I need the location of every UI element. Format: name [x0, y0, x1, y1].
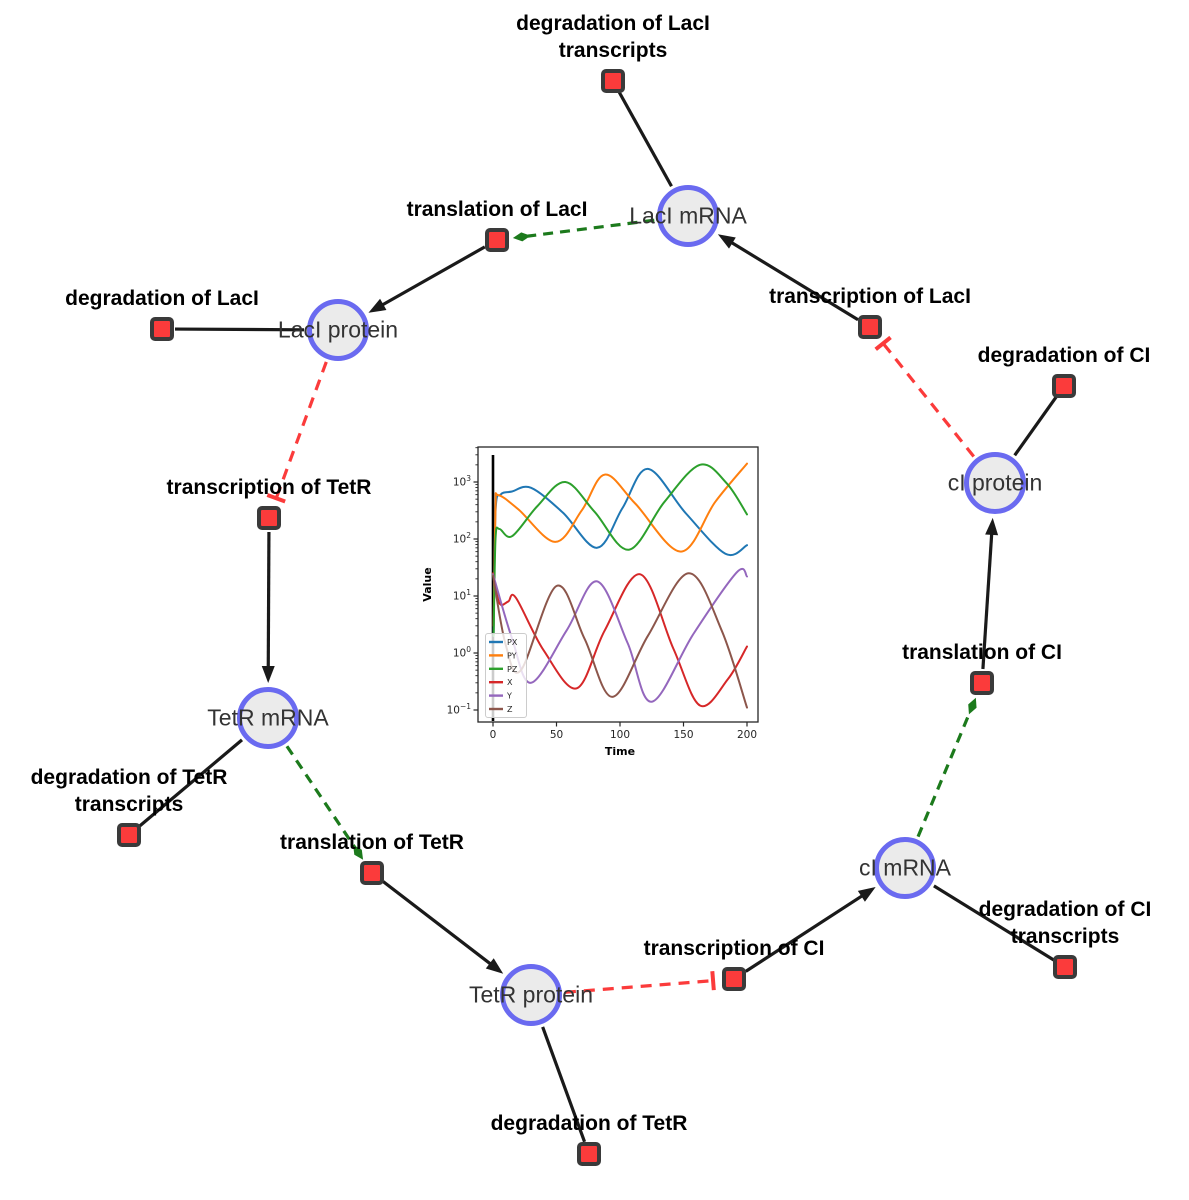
- reaction-node-translation-tetr[interactable]: [360, 861, 384, 885]
- edge-translation-laci-to-laci-protein: [368, 245, 486, 313]
- edge-laci-protein-to-deg-laci: [174, 327, 305, 332]
- y-tick-label: 100: [453, 645, 471, 660]
- x-tick-label: 0: [490, 729, 497, 741]
- reaction-node-deg-tetr[interactable]: [577, 1142, 601, 1166]
- edge-ci-protein-to-deg-ci: [1013, 395, 1058, 457]
- x-tick-label: 200: [737, 729, 757, 741]
- legend-label-PZ: PZ: [507, 665, 518, 674]
- edge-transcription-laci-to-laci-mrna: [717, 234, 859, 322]
- reaction-node-deg-laci-transcripts[interactable]: [601, 69, 625, 93]
- reaction-node-deg-laci[interactable]: [150, 317, 174, 341]
- edge-tetr-mrna-to-translation-tetr: [285, 745, 364, 860]
- legend-label-PX: PX: [507, 638, 518, 647]
- edge-tetr-mrna-to-deg-tetr-transcripts: [137, 738, 244, 828]
- legend-box: [485, 633, 527, 718]
- reaction-node-transcription-ci[interactable]: [722, 967, 746, 991]
- species-node-tetr-mrna[interactable]: [237, 687, 299, 749]
- y-tick-label: 102: [453, 531, 471, 546]
- edge-ci-protein-to-transcription-laci: [874, 335, 975, 458]
- edge-ci-mrna-to-translation-ci: [916, 697, 977, 838]
- y-tick-label: 10−1: [447, 702, 472, 717]
- series-line-PZ: [492, 463, 748, 637]
- edge-translation-ci-to-ci-protein: [981, 517, 999, 670]
- edge-transcription-tetr-to-tetr-mrna: [261, 531, 275, 684]
- edge-ci-mrna-to-deg-ci-transcripts: [933, 884, 1055, 962]
- edge-transcription-ci-to-ci-mrna: [744, 887, 876, 973]
- x-tick-label: 150: [673, 729, 693, 741]
- y-tick-label: 101: [453, 588, 471, 603]
- edge-tetr-protein-to-deg-tetr: [541, 1026, 587, 1143]
- reaction-node-translation-laci[interactable]: [485, 228, 509, 252]
- edge-translation-tetr-to-tetr-protein: [382, 880, 504, 974]
- chart-legend: PX PY PZ XYZ: [485, 633, 527, 718]
- legend-label-X: X: [507, 678, 513, 687]
- x-axis-label: Time: [605, 745, 635, 758]
- reaction-node-transcription-tetr[interactable]: [257, 506, 281, 530]
- chart-axes-frame: [477, 446, 759, 723]
- species-node-tetr-protein[interactable]: [500, 964, 562, 1026]
- legend-label-Z: Z: [507, 705, 513, 714]
- series-line-PY: [492, 462, 748, 627]
- series-line-Z: [492, 572, 748, 709]
- reaction-node-transcription-laci[interactable]: [858, 315, 882, 339]
- species-node-laci-mrna[interactable]: [657, 185, 719, 247]
- y-tick-label: 103: [453, 474, 471, 489]
- reaction-node-deg-tetr-transcripts[interactable]: [117, 823, 141, 847]
- reaction-node-deg-ci[interactable]: [1052, 374, 1076, 398]
- species-node-ci-protein[interactable]: [964, 452, 1026, 514]
- species-node-laci-protein[interactable]: [307, 299, 369, 361]
- species-node-ci-mrna[interactable]: [874, 837, 936, 899]
- y-axis-label: Value: [421, 567, 434, 601]
- series-line-Y: [492, 567, 748, 703]
- edge-laci-mrna-to-deg-laci-transcripts: [617, 91, 673, 188]
- series-line-X: [492, 572, 748, 708]
- edge-laci-mrna-to-translation-laci: [512, 218, 655, 242]
- reaction-node-translation-ci[interactable]: [970, 671, 994, 695]
- x-tick-label: 100: [610, 729, 630, 741]
- reaction-node-deg-ci-transcripts[interactable]: [1053, 955, 1077, 979]
- x-tick-label: 50: [550, 729, 563, 741]
- legend-label-Y: Y: [506, 692, 512, 701]
- edge-laci-protein-to-transcription-tetr: [266, 361, 328, 504]
- edge-tetr-protein-to-transcription-ci: [564, 971, 716, 994]
- legend-label-PY: PY: [507, 651, 517, 660]
